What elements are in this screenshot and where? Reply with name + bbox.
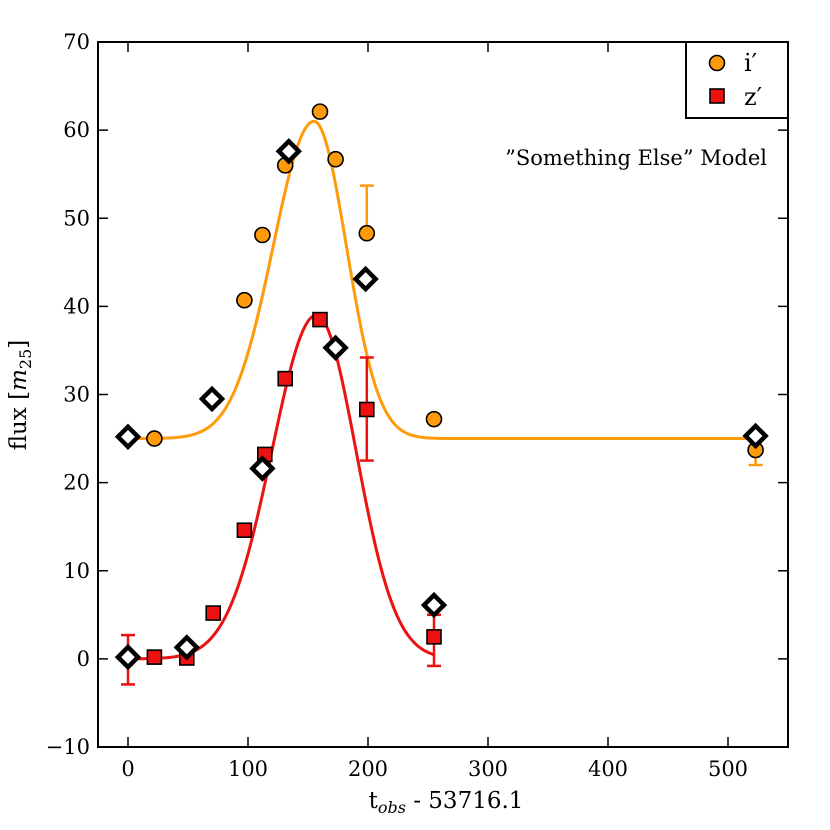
y-axis-label-prefix: flux [ bbox=[6, 391, 32, 450]
data-point-i bbox=[327, 150, 344, 168]
y-tick-label: 10 bbox=[63, 559, 90, 583]
data-point-z bbox=[205, 605, 221, 621]
data-point-i bbox=[358, 224, 376, 242]
data-point-z bbox=[312, 311, 328, 328]
annotation-text: ”Something Else” Model bbox=[505, 146, 767, 170]
x-axis-label-sub: obs bbox=[378, 798, 406, 817]
x-tick-label: 400 bbox=[588, 757, 628, 781]
y-axis-label-var: m bbox=[6, 369, 32, 391]
y-tick-label: 0 bbox=[77, 647, 90, 671]
template-point bbox=[275, 138, 302, 165]
data-point-i bbox=[311, 103, 329, 120]
legend-label-z: z′ bbox=[744, 83, 762, 111]
template-point bbox=[352, 265, 379, 293]
template-point bbox=[114, 423, 142, 450]
y-tick-label: 40 bbox=[63, 294, 90, 318]
template-point bbox=[198, 385, 226, 413]
y-tick-label: 60 bbox=[63, 118, 90, 142]
data-point-z bbox=[236, 522, 253, 539]
data-point-i bbox=[146, 430, 163, 447]
template-point bbox=[173, 634, 200, 661]
model-curves bbox=[128, 119, 756, 661]
y-axis-label: flux [m25] bbox=[6, 340, 35, 451]
template-point bbox=[742, 422, 769, 450]
template-point bbox=[249, 455, 276, 482]
legend-box bbox=[685, 41, 789, 119]
plot-frame bbox=[97, 41, 789, 748]
x-tick-label: 500 bbox=[708, 757, 748, 781]
y-axis-label-suffix: ] bbox=[6, 340, 32, 349]
axes: 0 100 200 300 400 500 −10 0 10 20 30 40 50 60 70 bbox=[46, 30, 789, 781]
data-point-i bbox=[254, 226, 271, 244]
model-curve-z bbox=[128, 313, 435, 661]
data-point-i bbox=[236, 291, 253, 309]
template-point bbox=[420, 591, 448, 619]
x-axis-label-main: t bbox=[369, 788, 379, 814]
data-point-z bbox=[277, 370, 294, 387]
y-tick-label: 30 bbox=[63, 383, 90, 407]
legend: i′ z′ bbox=[685, 41, 789, 119]
y-tick-label: 50 bbox=[63, 206, 90, 230]
x-tick-label: 0 bbox=[121, 757, 134, 781]
x-tick-label: 300 bbox=[468, 757, 508, 781]
legend-marker-z bbox=[709, 88, 725, 104]
legend-label-i: i′ bbox=[744, 49, 757, 77]
model-curve-i bbox=[128, 119, 756, 441]
data-point-z bbox=[426, 629, 442, 645]
data-point-z bbox=[146, 649, 163, 665]
y-axis-label-sub: 25 bbox=[16, 349, 35, 369]
template-point bbox=[322, 334, 349, 361]
y-tick-label: −10 bbox=[46, 735, 90, 759]
legend-marker-i bbox=[708, 54, 726, 72]
template-point bbox=[114, 643, 142, 671]
y-tick-label: 70 bbox=[63, 30, 90, 54]
y-tick-label: 20 bbox=[63, 471, 90, 495]
x-axis-label: tobs - 53716.1 bbox=[369, 788, 524, 817]
data-point-z bbox=[358, 401, 375, 418]
x-tick-label: 100 bbox=[228, 757, 268, 781]
data-point-i bbox=[425, 410, 443, 428]
data-markers bbox=[114, 103, 769, 671]
x-axis-label-rest: - 53716.1 bbox=[406, 788, 524, 814]
x-tick-label: 200 bbox=[348, 757, 388, 781]
